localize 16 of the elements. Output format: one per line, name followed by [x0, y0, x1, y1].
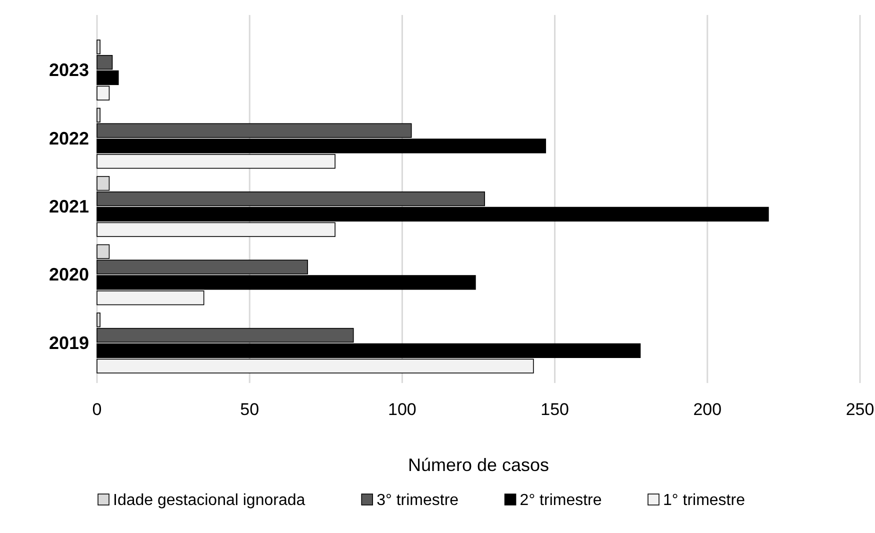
legend-label: 1° trimestre [663, 492, 746, 509]
x-tick-label: 150 [540, 400, 569, 419]
y-tick-label: 2019 [48, 332, 89, 353]
x-tick-label: 200 [693, 400, 722, 419]
y-tick-label: 2020 [48, 264, 89, 285]
y-tick-label: 2022 [48, 128, 89, 148]
legend-label: 2° trimestre [520, 492, 602, 509]
x-tick-label: 100 [388, 400, 416, 419]
x-tick-label: 0 [92, 400, 102, 419]
legend-label: 3° trimestre [376, 492, 459, 509]
x-tick-label: 50 [240, 400, 260, 419]
y-tick-label: 2021 [48, 196, 89, 216]
y-tick-label: 2023 [48, 60, 89, 80]
x-tick-label: 250 [846, 400, 874, 419]
legend-label: Idade gestacional ignorada [113, 492, 306, 509]
x-axis-title: Número de casos [408, 455, 550, 475]
